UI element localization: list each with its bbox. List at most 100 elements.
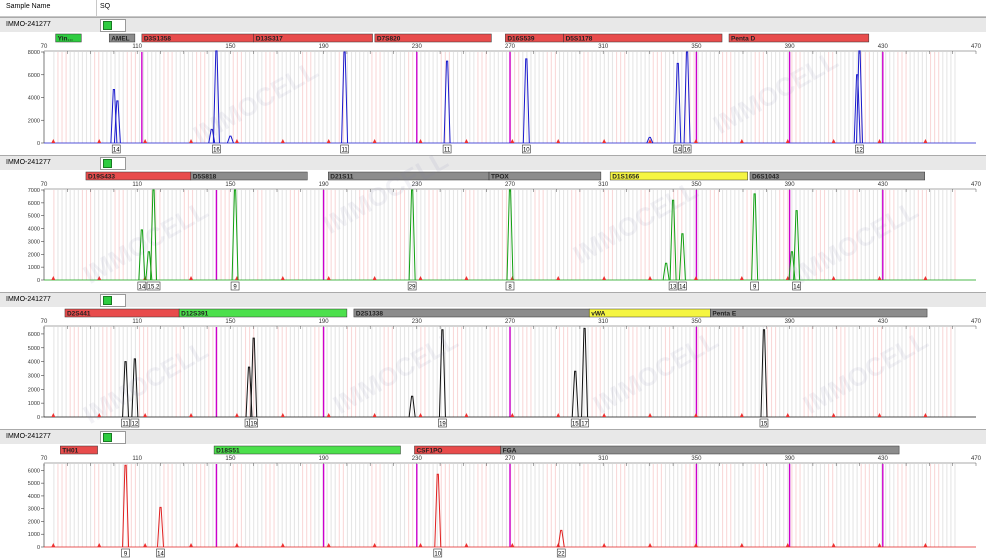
- allele-bin: [106, 52, 108, 143]
- sizing-quality-cell[interactable]: [100, 157, 126, 170]
- allele-bin: [456, 190, 459, 280]
- allele-bin: [147, 464, 149, 547]
- size-marker: [51, 276, 56, 280]
- allele-bin: [575, 464, 577, 547]
- y-tick-label: 6000: [28, 468, 40, 474]
- allele-bin: [836, 464, 838, 547]
- sizing-quality-cell[interactable]: [100, 294, 126, 307]
- allele-bin: [81, 190, 83, 280]
- allele-bin: [775, 327, 777, 417]
- allele-bin: [599, 52, 601, 143]
- allele-bin: [134, 327, 136, 417]
- allele-bin: [762, 190, 764, 280]
- x-tick-label: 150: [225, 319, 236, 325]
- size-marker: [280, 413, 285, 417]
- y-tick-label: 6000: [28, 201, 40, 207]
- allele-bin: [738, 327, 740, 417]
- allele-bin: [917, 52, 919, 143]
- allele-bin: [138, 190, 141, 280]
- allele-bin: [485, 464, 487, 547]
- allele-label-box: [121, 418, 130, 428]
- peak: [793, 210, 801, 281]
- allele-bin: [758, 52, 760, 143]
- x-tick-label: 270: [505, 182, 516, 188]
- allele-bin: [811, 52, 813, 143]
- size-marker: [51, 413, 56, 417]
- panel-title-bar: IMMO-241277: [0, 292, 986, 307]
- allele-bin: [546, 464, 548, 547]
- allele-bin: [403, 52, 406, 143]
- x-tick-label: 110: [132, 182, 142, 188]
- peak: [683, 51, 691, 144]
- allele-bin: [497, 464, 499, 547]
- allele-bin: [461, 52, 463, 143]
- allele-bin: [591, 327, 593, 417]
- allele-bin: [669, 190, 671, 280]
- allele-bin: [803, 464, 805, 547]
- peak: [212, 50, 220, 144]
- allele-bin: [518, 52, 520, 143]
- allele-bin: [367, 327, 369, 417]
- allele-bin: [722, 327, 724, 417]
- allele-bin: [779, 327, 781, 417]
- allele-bins: [53, 464, 956, 547]
- allele-bin: [196, 52, 198, 143]
- allele-bin: [558, 190, 561, 280]
- allele-bin: [138, 52, 141, 143]
- allele-bin: [355, 190, 357, 280]
- locus-label: D1S1656: [612, 174, 639, 181]
- x-tick-label: 270: [505, 319, 516, 325]
- allele-bin: [697, 52, 699, 143]
- allele-bin: [567, 464, 569, 547]
- locus-label: D6S1043: [752, 174, 779, 181]
- allele-bin: [387, 464, 389, 547]
- allele-bin: [289, 52, 291, 143]
- x-tick-label: 470: [971, 44, 982, 50]
- allele-bin: [200, 52, 202, 143]
- size-marker: [464, 276, 469, 280]
- allele-bin: [929, 190, 932, 280]
- allele-bin: [285, 327, 287, 417]
- allele-bin: [330, 52, 332, 143]
- allele-bin: [819, 52, 821, 143]
- peak: [341, 51, 349, 144]
- allele-bin: [171, 327, 173, 417]
- allele-label: 9: [124, 551, 128, 557]
- allele-bin: [938, 190, 940, 280]
- sizing-quality-cell[interactable]: [100, 19, 126, 32]
- allele-bin: [420, 327, 422, 417]
- allele-bin: [281, 190, 283, 280]
- allele-bin: [61, 190, 63, 280]
- allele-bin: [456, 464, 459, 547]
- allele-bin: [787, 52, 789, 143]
- allele-bin: [807, 327, 809, 417]
- allele-bin: [297, 327, 300, 417]
- locus-bar: [213, 445, 401, 455]
- allele-bin: [709, 52, 711, 143]
- allele-bin: [901, 464, 903, 547]
- allele-bin: [852, 190, 854, 280]
- panel-blue: IMMO-241277 Yin... AMEL D3S1358 D13S317 D7S82…: [0, 17, 986, 155]
- allele-bin: [905, 190, 907, 280]
- allele-bin: [489, 52, 491, 143]
- sizing-quality-cell[interactable]: [100, 431, 126, 444]
- allele-bin: [775, 464, 777, 547]
- allele-bin: [893, 190, 895, 280]
- allele-bin: [204, 327, 206, 417]
- y-tick-label: 0: [37, 141, 40, 147]
- allele-bin: [844, 52, 846, 143]
- size-marker: [372, 139, 377, 143]
- size-marker: [602, 139, 607, 143]
- allele-bin: [925, 52, 928, 143]
- sample-name: IMMO-241277: [6, 159, 51, 166]
- allele-bin: [954, 327, 956, 417]
- allele-bin: [897, 464, 899, 547]
- allele-bin: [909, 52, 911, 143]
- allele-bin: [257, 464, 259, 547]
- size-marker: [648, 543, 653, 547]
- allele-bin: [363, 464, 365, 547]
- allele-bin: [334, 52, 336, 143]
- allele-bin: [65, 327, 67, 417]
- allele-bin: [697, 327, 699, 417]
- allele-bin: [876, 190, 879, 280]
